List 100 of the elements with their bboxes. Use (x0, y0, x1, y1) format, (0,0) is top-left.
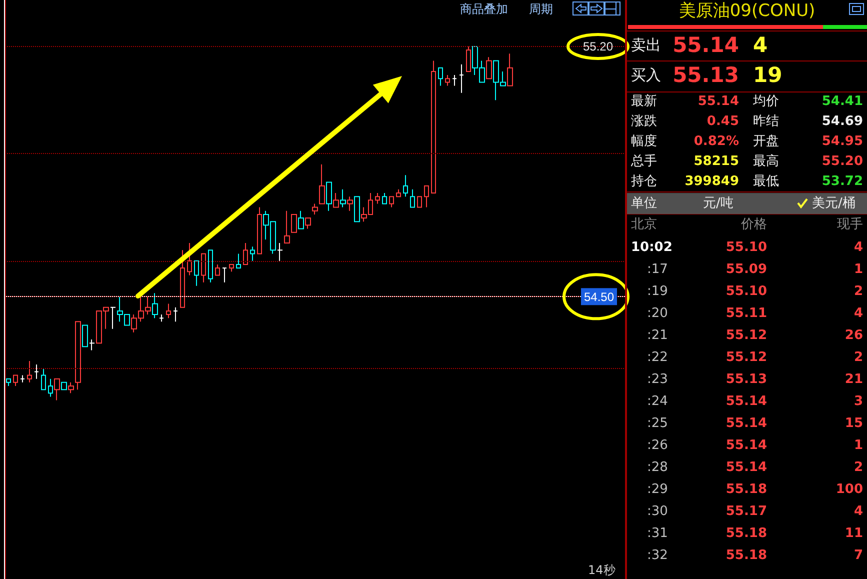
text: 55.11 (724, 306, 767, 321)
candlestick (236, 253, 241, 269)
text: 4 (852, 240, 863, 255)
candlestick (41, 368, 46, 390)
text: :25 (647, 416, 668, 431)
candlestick (417, 196, 422, 208)
text: :32 (647, 548, 668, 563)
candlestick (243, 242, 248, 265)
candlestick (180, 250, 185, 308)
text: 55.18 (724, 548, 767, 563)
candlestick (403, 174, 408, 198)
candlestick (173, 306, 178, 322)
text: 最低 (753, 174, 779, 189)
candlestick (89, 339, 95, 351)
candlestick (6, 378, 11, 386)
text: 持仓 (631, 174, 657, 189)
text: :20 (647, 306, 668, 321)
text: 现手 (836, 217, 863, 232)
text: 2 (852, 350, 863, 365)
text: 55.10 (724, 240, 767, 255)
text: 4 (852, 306, 863, 321)
text: 55.10 (724, 284, 767, 299)
candlestick (445, 74, 450, 86)
candlestick (507, 53, 513, 86)
candlestick (319, 164, 325, 204)
text: 55.14 (724, 416, 767, 431)
text: 21 (844, 372, 863, 387)
text: 卖出 (631, 36, 661, 54)
text: 买入 (631, 66, 661, 84)
text: :26 (647, 438, 668, 453)
text: 价格 (740, 217, 767, 232)
candlestick (486, 56, 492, 80)
text: 幅度 (631, 134, 657, 149)
text: 美原油09(CONU) (678, 1, 816, 21)
candlestick (382, 192, 387, 204)
text: 总手 (631, 154, 657, 169)
text: 开盘 (753, 134, 779, 149)
candlestick (229, 264, 234, 272)
text: 元/吨 (703, 196, 734, 211)
y-tick-label: 54.50 (584, 290, 614, 304)
candlestick (340, 188, 346, 208)
text: 最新 (631, 94, 657, 109)
text: 1 (852, 438, 863, 453)
candlestick (222, 268, 227, 283)
text: 0.45 (706, 114, 739, 129)
candlestick (34, 364, 39, 380)
candlestick (424, 185, 429, 208)
candlestick (298, 210, 304, 230)
candlestick (82, 324, 88, 348)
text: 19 (753, 63, 782, 87)
text: :22 (647, 350, 668, 365)
candlestick (20, 374, 25, 383)
text: :23 (647, 372, 668, 387)
text: 55.13 (672, 63, 739, 87)
candlestick (68, 382, 74, 394)
candlestick (48, 378, 53, 398)
text: :17 (647, 262, 668, 277)
text: 1 (852, 262, 863, 277)
text: 北京 (631, 217, 657, 232)
candlestick (27, 360, 32, 383)
text: 最高 (753, 154, 779, 169)
text: 15 (844, 416, 863, 431)
text: 55.18 (724, 526, 767, 541)
text: 55.14 (696, 94, 739, 109)
candlestick (438, 67, 443, 86)
text: 昨结 (753, 114, 779, 129)
candlestick (277, 242, 283, 262)
text: 55.17 (724, 504, 767, 519)
candlestick (13, 374, 18, 386)
candlestick (159, 314, 164, 322)
candlestick (396, 188, 401, 198)
text: 4 (852, 504, 863, 519)
candlestick (194, 260, 199, 286)
text: 3 (852, 394, 863, 409)
text: 0.82% (692, 134, 739, 149)
text: 55.12 (724, 350, 767, 365)
candlestick (166, 303, 171, 319)
text: 2 (852, 284, 863, 299)
text: 399849 (684, 174, 739, 189)
candlestick (284, 210, 290, 244)
text: 100 (834, 482, 863, 497)
text: 55.14 (672, 33, 739, 57)
text: 54.95 (820, 134, 863, 149)
annotation: 周期 (529, 2, 553, 16)
candlestick (375, 192, 380, 204)
text: 均价 (753, 94, 779, 109)
candlestick (208, 250, 213, 283)
text: 美元/桶 (812, 196, 856, 211)
text: 55.09 (724, 262, 767, 277)
candlestick (431, 60, 436, 194)
candlestick (250, 246, 255, 262)
candlestick (326, 182, 332, 212)
candlestick (201, 253, 206, 283)
candlestick (347, 196, 353, 212)
text: 55.14 (724, 460, 767, 475)
annotation: 14秒 (588, 563, 616, 577)
text: :24 (647, 394, 668, 409)
candlestick (215, 264, 220, 276)
candlestick (312, 203, 318, 215)
candlestick (291, 214, 297, 233)
